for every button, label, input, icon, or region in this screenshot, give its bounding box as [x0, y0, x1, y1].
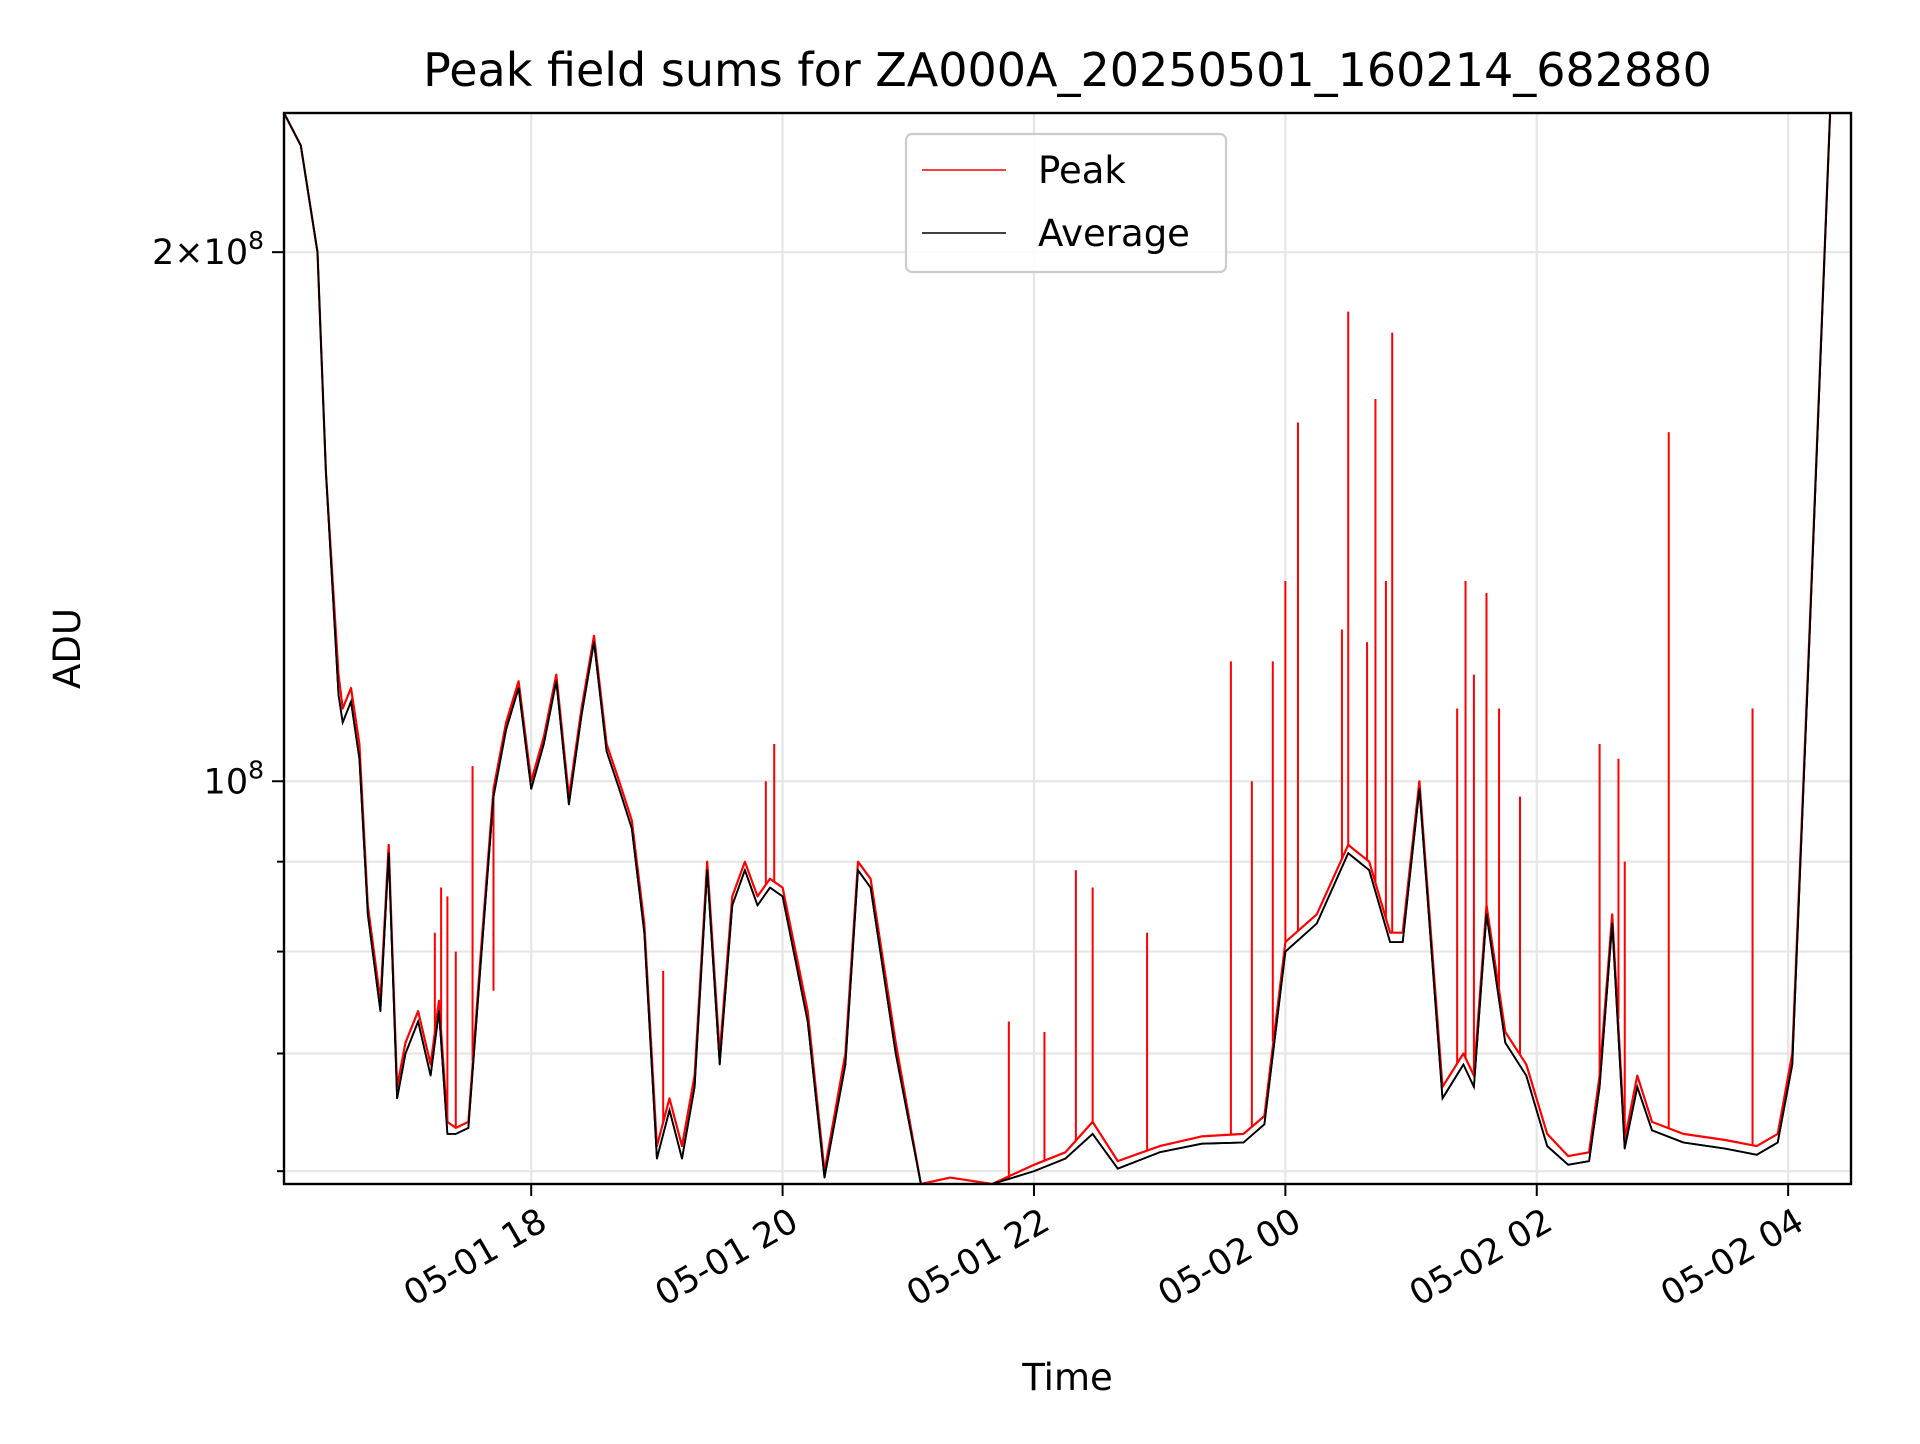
y-tick-label: 2×108	[152, 226, 264, 273]
y-tick-exponent: 8	[248, 755, 264, 784]
legend-label-average: Average	[1038, 212, 1190, 255]
y-tick-exponent: 8	[248, 226, 264, 255]
x-axis-label: Time	[1021, 1356, 1113, 1399]
legend-label-peak: Peak	[1038, 149, 1126, 192]
chart-title: Peak field sums for ZA000A_20250501_1602…	[423, 43, 1712, 97]
legend-box	[904, 132, 1228, 274]
y-tick-label: 108	[204, 755, 264, 802]
series-layer	[284, 113, 1851, 1184]
legend: Peak Average	[904, 132, 1228, 274]
grid	[284, 113, 1851, 1184]
y-axis-label: ADU	[46, 608, 89, 689]
series-line-average-overlay	[284, 113, 1851, 1184]
plot-frame	[282, 111, 1853, 1186]
